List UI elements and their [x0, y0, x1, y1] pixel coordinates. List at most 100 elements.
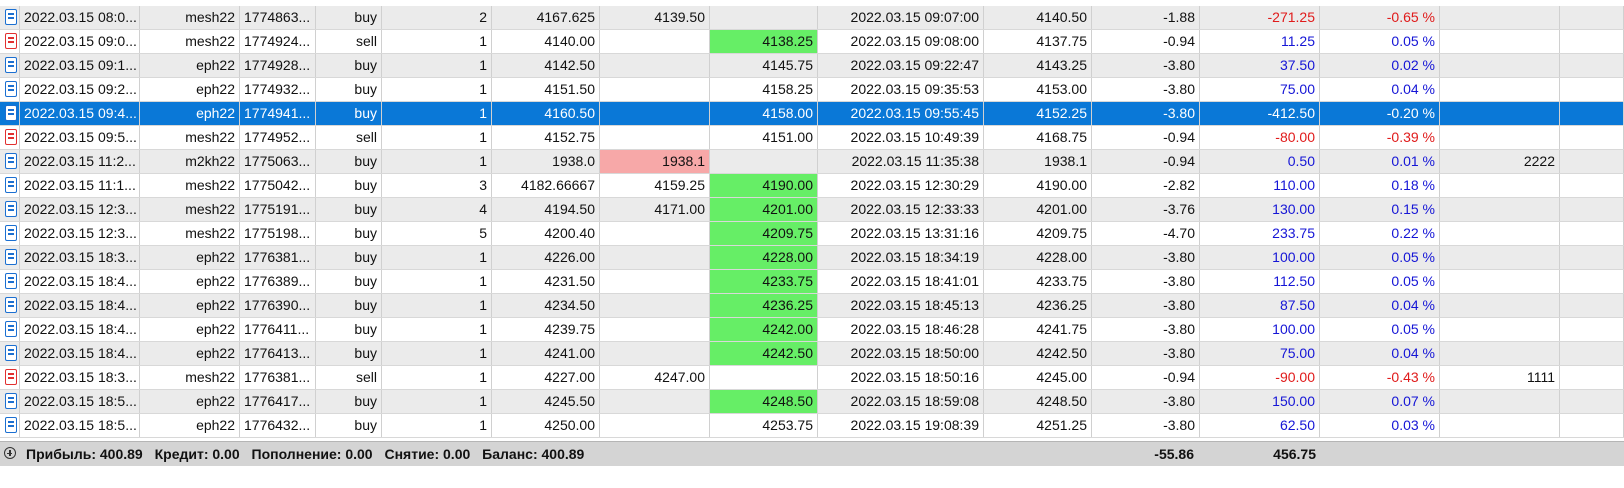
cell-volume: 1	[382, 30, 492, 53]
cell-profit: -412.50	[1200, 102, 1320, 125]
table-row[interactable]: 2022.03.15 18:4... eph22 1776389... buy 1 423…	[0, 270, 1624, 294]
cell-volume: 1	[382, 270, 492, 293]
table-row[interactable]: 2022.03.15 09:0... mesh22 1774924... sell 1 4…	[0, 30, 1624, 54]
cell-comment: 2222	[1440, 150, 1560, 173]
buy-order-icon	[5, 105, 17, 121]
cell-volume: 1	[382, 294, 492, 317]
cell-sl: 1938.1	[600, 150, 710, 173]
cell-time: 2022.03.15 11:1...	[20, 174, 140, 197]
cell-time: 2022.03.15 18:3...	[20, 366, 140, 389]
buy-order-icon	[5, 417, 17, 433]
cell-commission: -0.94	[1092, 30, 1200, 53]
summary-footer: Прибыль: 400.89 Кредит: 0.00 Пополнение:…	[0, 441, 1624, 466]
cell-tp: 4242.00	[710, 318, 818, 341]
cell-ticket: 1776389...	[240, 270, 316, 293]
buy-order-icon	[5, 201, 17, 217]
type-icon-cell	[0, 414, 20, 437]
table-row[interactable]: 2022.03.15 09:4... eph22 1774941... buy 1 416…	[0, 102, 1624, 126]
total-profit: 456.75	[1273, 446, 1316, 462]
cell-type: buy	[316, 102, 382, 125]
table-row[interactable]: 2022.03.15 11:2... m2kh22 1775063... buy 1 19…	[0, 150, 1624, 174]
cell-price: 4142.50	[492, 54, 600, 77]
cell-close-time: 2022.03.15 09:35:53	[818, 78, 984, 101]
table-row[interactable]: 2022.03.15 08:0... mesh22 1774863... buy 2 41…	[0, 6, 1624, 30]
cell-commission: -3.80	[1092, 318, 1200, 341]
table-row[interactable]: 2022.03.15 18:5... eph22 1776417... buy 1 424…	[0, 390, 1624, 414]
cell-type: sell	[316, 30, 382, 53]
cell-time: 2022.03.15 12:3...	[20, 222, 140, 245]
table-row[interactable]: 2022.03.15 09:1... eph22 1774928... buy 1 414…	[0, 54, 1624, 78]
cell-price: 4160.50	[492, 102, 600, 125]
empty-cell	[1560, 342, 1624, 365]
cell-symbol: eph22	[140, 78, 240, 101]
cell-price: 4241.00	[492, 342, 600, 365]
cell-ticket: 1774941...	[240, 102, 316, 125]
cell-sl	[600, 270, 710, 293]
table-row[interactable]: 2022.03.15 18:4... eph22 1776411... buy 1 423…	[0, 318, 1624, 342]
table-row[interactable]: 2022.03.15 11:1... mesh22 1775042... buy 3 41…	[0, 174, 1624, 198]
table-row[interactable]: 2022.03.15 18:4... eph22 1776413... buy 1 424…	[0, 342, 1624, 366]
cell-sl	[600, 414, 710, 437]
cell-tp: 4145.75	[710, 54, 818, 77]
cell-price: 4245.50	[492, 390, 600, 413]
table-row[interactable]: 2022.03.15 18:3... eph22 1776381... buy 1 422…	[0, 246, 1624, 270]
cell-close-price: 4209.75	[984, 222, 1092, 245]
table-row[interactable]: 2022.03.15 18:4... eph22 1776390... buy 1 423…	[0, 294, 1624, 318]
cell-comment	[1440, 78, 1560, 101]
cell-symbol: mesh22	[140, 174, 240, 197]
cell-ticket: 1776417...	[240, 390, 316, 413]
cell-symbol: m2kh22	[140, 150, 240, 173]
cell-tp: 4248.50	[710, 390, 818, 413]
type-icon-cell	[0, 150, 20, 173]
cell-time: 2022.03.15 09:5...	[20, 126, 140, 149]
cell-ticket: 1774863...	[240, 6, 316, 29]
cell-ticket: 1774932...	[240, 78, 316, 101]
cell-commission: -3.80	[1092, 54, 1200, 77]
cell-tp: 4228.00	[710, 246, 818, 269]
table-row[interactable]: 2022.03.15 18:5... eph22 1776432... buy 1 425…	[0, 414, 1624, 438]
cell-change: -0.39 %	[1320, 126, 1440, 149]
table-row[interactable]: 2022.03.15 09:5... mesh22 1774952... sell 1 4…	[0, 126, 1624, 150]
cell-sl	[600, 246, 710, 269]
table-row[interactable]: 2022.03.15 18:3... mesh22 1776381... sell 1 4…	[0, 366, 1624, 390]
cell-comment	[1440, 30, 1560, 53]
cell-type: buy	[316, 6, 382, 29]
cell-time: 2022.03.15 12:3...	[20, 198, 140, 221]
table-row[interactable]: 2022.03.15 12:3... mesh22 1775198... buy 5 42…	[0, 222, 1624, 246]
buy-order-icon	[5, 81, 17, 97]
cell-tp: 4201.00	[710, 198, 818, 221]
cell-tp: 4209.75	[710, 222, 818, 245]
cell-tp: 4242.50	[710, 342, 818, 365]
cell-comment	[1440, 6, 1560, 29]
cell-close-time: 2022.03.15 18:46:28	[818, 318, 984, 341]
cell-type: buy	[316, 222, 382, 245]
cell-time: 2022.03.15 18:5...	[20, 414, 140, 437]
type-icon-cell	[0, 174, 20, 197]
cell-close-price: 1938.1	[984, 150, 1092, 173]
cell-profit: -80.00	[1200, 126, 1320, 149]
buy-order-icon	[5, 177, 17, 193]
cell-change: 0.04 %	[1320, 78, 1440, 101]
cell-symbol: mesh22	[140, 6, 240, 29]
table-row[interactable]: 2022.03.15 09:2... eph22 1774932... buy 1 415…	[0, 78, 1624, 102]
cell-comment	[1440, 102, 1560, 125]
cell-profit: 100.00	[1200, 318, 1320, 341]
type-icon-cell	[0, 270, 20, 293]
cell-change: -0.43 %	[1320, 366, 1440, 389]
cell-commission: -2.82	[1092, 174, 1200, 197]
cell-price: 4239.75	[492, 318, 600, 341]
table-row[interactable]: 2022.03.15 12:3... mesh22 1775191... buy 4 41…	[0, 198, 1624, 222]
cell-symbol: eph22	[140, 390, 240, 413]
cell-change: 0.01 %	[1320, 150, 1440, 173]
type-icon-cell	[0, 246, 20, 269]
cell-volume: 1	[382, 390, 492, 413]
cell-time: 2022.03.15 18:4...	[20, 318, 140, 341]
cell-commission: -3.80	[1092, 270, 1200, 293]
expand-plus-icon[interactable]	[4, 447, 16, 459]
cell-symbol: eph22	[140, 102, 240, 125]
cell-change: 0.05 %	[1320, 270, 1440, 293]
cell-commission: -0.94	[1092, 150, 1200, 173]
cell-volume: 1	[382, 54, 492, 77]
cell-type: buy	[316, 246, 382, 269]
cell-symbol: mesh22	[140, 126, 240, 149]
